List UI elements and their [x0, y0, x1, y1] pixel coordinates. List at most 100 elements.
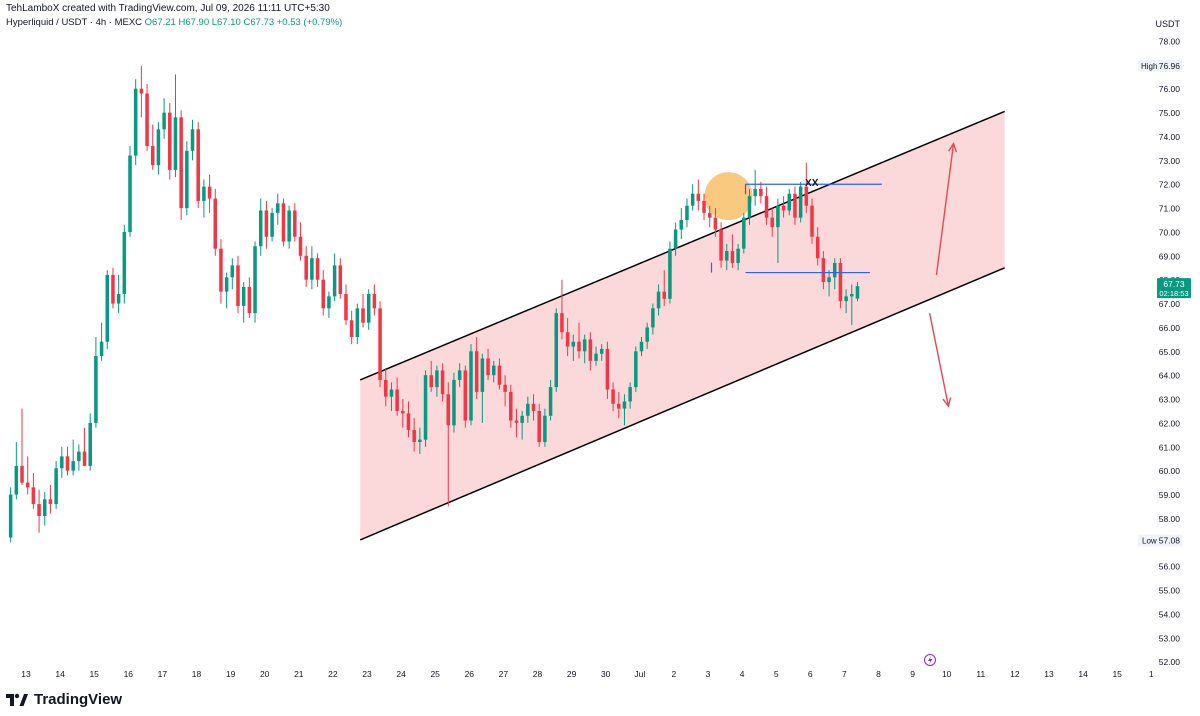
price-tick-label: 76.00	[1159, 84, 1181, 94]
candle	[145, 83, 149, 151]
candle	[310, 246, 314, 290]
time-tick-label: 2	[672, 669, 677, 679]
candle-body	[219, 248, 223, 292]
candle	[372, 284, 377, 316]
candle	[133, 79, 138, 166]
highlight-circle[interactable]	[704, 172, 753, 221]
candle-body	[185, 150, 189, 209]
candle-body	[634, 351, 638, 388]
price-tick-label: 54.00	[1159, 609, 1181, 619]
candle-body	[338, 265, 343, 295]
candle-body	[662, 291, 667, 299]
candle	[247, 277, 252, 318]
candle	[486, 348, 490, 380]
candle	[423, 370, 428, 447]
candle-body	[503, 384, 507, 392]
candle-body	[565, 332, 570, 347]
time-tick-label: 17	[158, 669, 168, 679]
candle	[94, 336, 98, 428]
candle-body	[469, 351, 473, 421]
candle	[611, 382, 615, 411]
candle-body	[440, 370, 445, 395]
arrow-up[interactable]	[935, 142, 958, 276]
candle-body	[798, 186, 803, 218]
candle	[634, 346, 638, 392]
candle	[719, 222, 723, 268]
time-tick-label: 12	[1010, 669, 1020, 679]
candle	[565, 317, 570, 357]
candle-body	[213, 198, 218, 249]
candle	[219, 239, 223, 304]
candle	[25, 456, 30, 495]
candle	[798, 181, 803, 223]
candle	[202, 179, 206, 218]
chart-annotations[interactable]: XX	[710, 142, 958, 408]
symbol-name[interactable]: Hyperliquid / USDT · 4h · MEXC	[6, 17, 143, 28]
candle-body	[770, 217, 774, 228]
candle	[673, 222, 678, 256]
channel-lower-line[interactable]	[359, 267, 1005, 541]
candle	[111, 267, 115, 309]
time-tick-label: 21	[294, 669, 304, 679]
candle	[514, 408, 519, 438]
candle-body	[327, 296, 331, 309]
lightning-event-icon[interactable]	[924, 654, 936, 666]
candle-body	[310, 258, 314, 280]
candle	[850, 284, 854, 326]
candle	[702, 193, 706, 221]
candle	[457, 363, 462, 388]
time-tick-label: Jul	[634, 669, 645, 679]
candle	[230, 258, 235, 290]
candle	[730, 234, 735, 268]
candle-body	[344, 294, 348, 321]
price-tick-label: 58.00	[1159, 514, 1181, 524]
time-tick-label: 22	[328, 669, 338, 679]
last-price-badge[interactable]	[1157, 278, 1191, 299]
high-badge	[1138, 59, 1182, 72]
candle-body	[435, 370, 439, 388]
candle	[753, 169, 757, 206]
candle	[287, 205, 291, 249]
price-tick-label: 62.00	[1159, 418, 1181, 428]
candle	[185, 141, 189, 216]
price-tick-label: 55.00	[1159, 586, 1181, 596]
candle-body	[855, 286, 860, 299]
candle-body	[258, 210, 263, 247]
candle-body	[429, 375, 433, 388]
candle-body	[656, 291, 661, 309]
ohlc-low: L67.10	[211, 17, 241, 28]
candle-body	[742, 217, 746, 249]
candle	[150, 124, 155, 170]
channel-fill	[360, 111, 1005, 540]
candle	[594, 346, 598, 366]
candle	[793, 186, 797, 225]
candle	[224, 272, 229, 309]
candle	[389, 382, 394, 411]
candle	[196, 122, 200, 209]
candle	[827, 270, 831, 297]
candle-body	[645, 327, 649, 342]
candle-body	[99, 341, 104, 357]
tradingview-brand[interactable]: TradingView	[6, 691, 122, 708]
time-axis[interactable]: 13 14 15 16 17 18 19 20 21 22 23 24 25 26 27 28 29 30 Jul 2…	[21, 654, 1154, 680]
channel-drawing[interactable]	[359, 110, 1005, 541]
candle	[298, 222, 303, 261]
time-tick-label: 4	[740, 669, 745, 679]
candle-body	[128, 155, 132, 232]
candle-body	[82, 451, 87, 466]
candle-body	[77, 451, 81, 462]
candle-body	[486, 358, 490, 376]
price-axis[interactable]: USDT78.0077.0076.0075.0074.0073.0072.007…	[1138, 19, 1191, 667]
candle-body	[514, 420, 519, 423]
candle-body	[685, 205, 689, 221]
symbol-info: Hyperliquid / USDT · 4h · MEXC O67.21 H6…	[6, 17, 342, 28]
low-label: Low	[1142, 536, 1157, 545]
candle-body	[366, 294, 371, 323]
time-tick-label: 30	[601, 669, 611, 679]
time-tick-label: 10	[942, 669, 952, 679]
candle	[315, 253, 320, 287]
channel-upper-line[interactable]	[359, 110, 1005, 381]
arrow-down[interactable]	[928, 312, 952, 408]
candle	[332, 253, 337, 302]
